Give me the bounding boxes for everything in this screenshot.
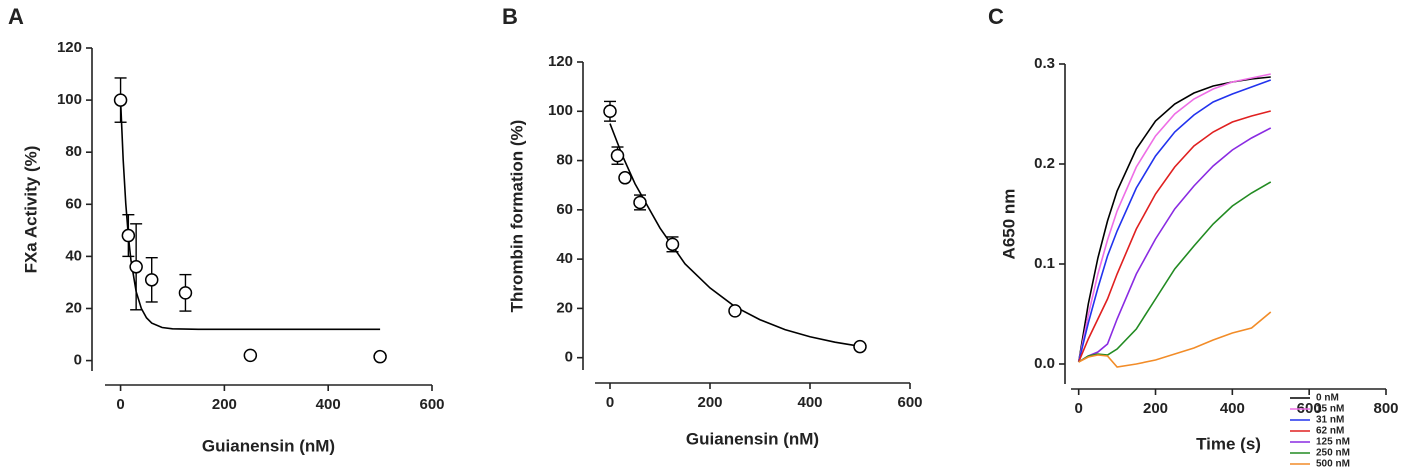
- y-axis-title: Thrombin formation (%): [507, 120, 526, 313]
- series-line: [1078, 181, 1272, 363]
- y-tick-label: 40: [556, 250, 573, 267]
- y-tick-label: 100: [548, 102, 573, 119]
- y-tick-label: 0.1: [1034, 255, 1055, 272]
- x-tick-label: 600: [419, 396, 444, 413]
- y-tick-label: 80: [556, 152, 573, 169]
- x-tick-label: 200: [212, 396, 237, 413]
- data-point: [603, 104, 617, 119]
- y-tick-label: 80: [65, 143, 82, 160]
- data-point: [129, 260, 143, 274]
- y-tick-label: 0: [74, 352, 82, 369]
- y-tick-label: 20: [556, 299, 573, 316]
- x-axis-title: Guianensin (nM): [202, 436, 335, 455]
- y-tick-label: 100: [57, 91, 82, 108]
- y-tick-label: 0.3: [1034, 55, 1055, 72]
- x-tick-label: 400: [316, 396, 341, 413]
- fit-curve: [609, 123, 861, 348]
- y-tick-label: 0.2: [1034, 155, 1055, 172]
- legend-label: 31 nM: [1316, 415, 1344, 426]
- x-axis-title: Guianensin (nM): [686, 429, 819, 448]
- panel-label: A: [8, 4, 24, 29]
- x-tick-label: 400: [1220, 400, 1245, 417]
- legend-label: 500 nM: [1316, 459, 1350, 470]
- y-axis-title: FXa Activity (%): [21, 146, 40, 274]
- data-point: [113, 93, 128, 107]
- y-tick-label: 60: [65, 195, 82, 212]
- legend-label: 62 nM: [1316, 426, 1344, 437]
- data-point: [853, 339, 867, 354]
- x-tick-label: 800: [1373, 400, 1398, 417]
- y-tick-label: 60: [556, 201, 573, 218]
- y-tick-label: 120: [57, 39, 82, 56]
- y-tick-label: 0: [565, 349, 573, 366]
- data-point: [728, 304, 742, 318]
- panel-label: C: [988, 4, 1004, 29]
- y-tick-label: 20: [65, 299, 82, 316]
- legend-label: 0 nM: [1316, 393, 1339, 404]
- legend-label: 15 nM: [1316, 404, 1344, 415]
- data-point: [243, 348, 258, 363]
- x-tick-label: 200: [1143, 400, 1168, 417]
- x-tick-label: 0: [606, 394, 614, 411]
- legend-label: 125 nM: [1316, 437, 1350, 448]
- y-axis-title: A650 nm: [999, 189, 1018, 260]
- panel-label: B: [502, 4, 518, 29]
- x-tick-label: 0: [116, 396, 124, 413]
- x-tick-label: 400: [797, 394, 822, 411]
- series-line: [1077, 110, 1271, 363]
- x-tick-label: 0: [1075, 400, 1083, 417]
- y-tick-label: 0.0: [1034, 355, 1055, 372]
- data-point: [373, 349, 387, 364]
- series-line: [1078, 311, 1272, 368]
- legend-label: 250 nM: [1316, 448, 1350, 459]
- x-axis-title: Time (s): [1196, 434, 1261, 453]
- series-line: [1077, 79, 1272, 363]
- data-point: [178, 286, 193, 300]
- data-point: [144, 273, 159, 287]
- series-line: [1077, 73, 1271, 363]
- data-point: [610, 148, 625, 163]
- y-tick-label: 120: [548, 53, 573, 70]
- y-tick-label: 40: [65, 247, 82, 264]
- x-tick-label: 200: [697, 394, 722, 411]
- data-point: [618, 171, 632, 185]
- data-point: [633, 195, 647, 210]
- data-point: [121, 228, 136, 243]
- data-point: [665, 237, 680, 252]
- fit-curve: [119, 100, 381, 331]
- x-tick-label: 600: [897, 394, 922, 411]
- series-line: [1078, 127, 1272, 363]
